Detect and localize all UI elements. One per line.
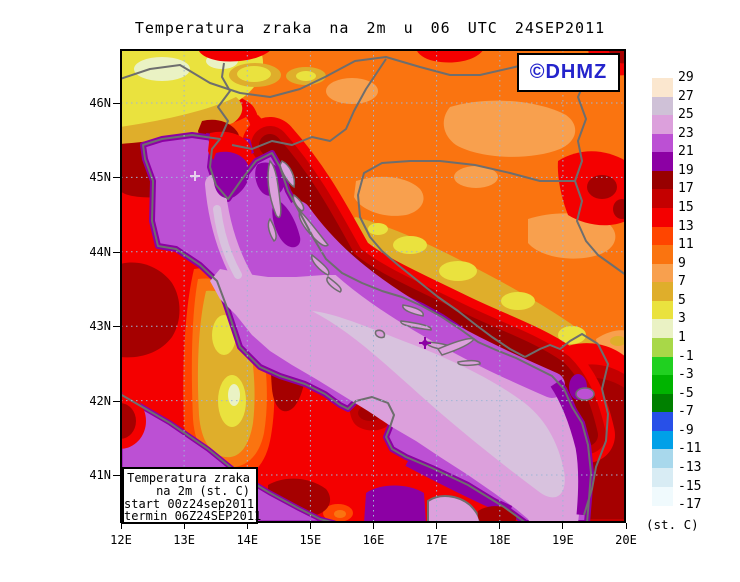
- colorbar-swatch: [652, 133, 673, 153]
- lon-tick: [373, 523, 374, 529]
- colorbar-swatch: [652, 152, 673, 172]
- lon-label: 12E: [110, 533, 132, 547]
- colorbar-swatch: [652, 263, 673, 283]
- lon-label: 16E: [362, 533, 385, 547]
- islands: [267, 159, 481, 367]
- lon-tick: [625, 523, 627, 529]
- lat-label: 44N: [89, 244, 111, 259]
- page-title: Temperatura zraka na 2m u 06 UTC 24SEP20…: [134, 19, 606, 37]
- lat-tick: [113, 177, 120, 179]
- colorbar-label: -1: [678, 348, 694, 364]
- colorbar-swatch: [652, 208, 673, 227]
- lat-label: 41N: [89, 468, 111, 482]
- colorbar-swatch: [652, 393, 673, 413]
- colorbar-label: 21: [678, 144, 694, 160]
- lat-tick: [113, 475, 120, 476]
- colorbar-label: 5: [678, 292, 686, 308]
- colorbar-swatch: [652, 356, 673, 376]
- legend-line-1: Temperatura zraka: [127, 471, 250, 485]
- station-marker: [190, 171, 431, 349]
- lon-label: 15E: [299, 533, 322, 547]
- colorbar-label: -15: [678, 478, 702, 494]
- lon-tick: [499, 523, 501, 529]
- colorbar-swatch: [652, 375, 673, 395]
- lat-label: 43N: [89, 319, 111, 334]
- lat-tick: [113, 251, 120, 253]
- colorbar-swatch: [652, 338, 673, 357]
- lat-label: 46N: [89, 96, 111, 110]
- colorbar-label: 9: [678, 255, 686, 271]
- colorbar-label: 3: [678, 311, 686, 327]
- colorbar-swatch: [652, 300, 673, 320]
- colorbar-swatch: [652, 96, 673, 116]
- temperature-map: [120, 49, 626, 523]
- colorbar-label: 27: [678, 88, 694, 104]
- lat-tick: [113, 103, 120, 104]
- colorbar-label: 15: [678, 200, 694, 215]
- colorbar-label: 19: [678, 162, 694, 178]
- colorbar-label: 17: [678, 181, 694, 197]
- lon-tick: [120, 523, 122, 529]
- lon-label: 14E: [236, 533, 259, 547]
- colorbar-label: 23: [678, 125, 694, 141]
- colorbar-swatch: [652, 319, 673, 339]
- colorbar-label: 13: [678, 218, 694, 234]
- lat-label: 45N: [89, 170, 111, 185]
- colorbar-swatch: [652, 245, 673, 265]
- colorbar-swatch: [652, 78, 673, 97]
- colorbar-label: -9: [678, 422, 694, 438]
- dhmz-label: ©DHMZ: [529, 61, 608, 83]
- colorbar-swatch: [652, 189, 673, 209]
- lat-tick: [113, 400, 120, 402]
- colorbar-label: -5: [678, 385, 694, 401]
- colorbar-swatch: [652, 412, 673, 432]
- adriatic-sea: [120, 131, 595, 523]
- lake-skadar: [575, 387, 595, 401]
- colorbar-swatch: [652, 449, 673, 469]
- colorbar-swatch: [652, 468, 673, 487]
- lat-label: 42N: [89, 393, 111, 408]
- colorbar-swatch: [652, 282, 673, 302]
- lon-tick: [183, 523, 185, 529]
- lon-tick: [436, 523, 438, 529]
- colorbar-swatch: [652, 486, 673, 506]
- colorbar-label: -7: [678, 404, 694, 420]
- lat-tick: [113, 326, 120, 328]
- legend-box: Temperatura zraka na 2m (st. C) start 00…: [122, 467, 262, 524]
- map-frame: [120, 49, 626, 523]
- colorbar-label: -11: [678, 441, 702, 457]
- colorbar-unit: (st. C): [646, 517, 699, 532]
- colorbar-swatch: [652, 115, 673, 135]
- dhmz-stamp: ©DHMZ: [517, 53, 620, 92]
- colorbar-label: -17: [678, 497, 702, 513]
- colorbar-label: -3: [678, 367, 694, 383]
- legend-line-2: na 2m (st. C): [156, 483, 250, 498]
- lon-label: 20E: [615, 533, 637, 547]
- lon-tick: [309, 523, 311, 529]
- colorbar-label: 11: [678, 237, 694, 253]
- colorbar-swatch: [652, 226, 673, 246]
- colorbar-label: -13: [678, 460, 702, 475]
- legend-line-4: termin 06Z24SEP2011: [124, 509, 262, 524]
- colorbar-swatch: [652, 430, 673, 450]
- lon-label: 13E: [173, 533, 195, 547]
- colorbar-swatch: [652, 170, 673, 190]
- grid-lines: [121, 50, 625, 522]
- lon-tick: [562, 523, 564, 529]
- colorbar-label: 7: [678, 274, 686, 290]
- colorbar-label: 25: [678, 107, 694, 123]
- colorbar-label: 29: [678, 70, 694, 85]
- lon-label: 19E: [552, 533, 574, 547]
- lon-tick: [246, 523, 248, 529]
- legend-line-3: start 00z24sep2011: [124, 496, 255, 511]
- lon-label: 17E: [425, 533, 448, 547]
- lon-label: 18E: [488, 533, 511, 547]
- colorbar-label: 1: [678, 330, 686, 345]
